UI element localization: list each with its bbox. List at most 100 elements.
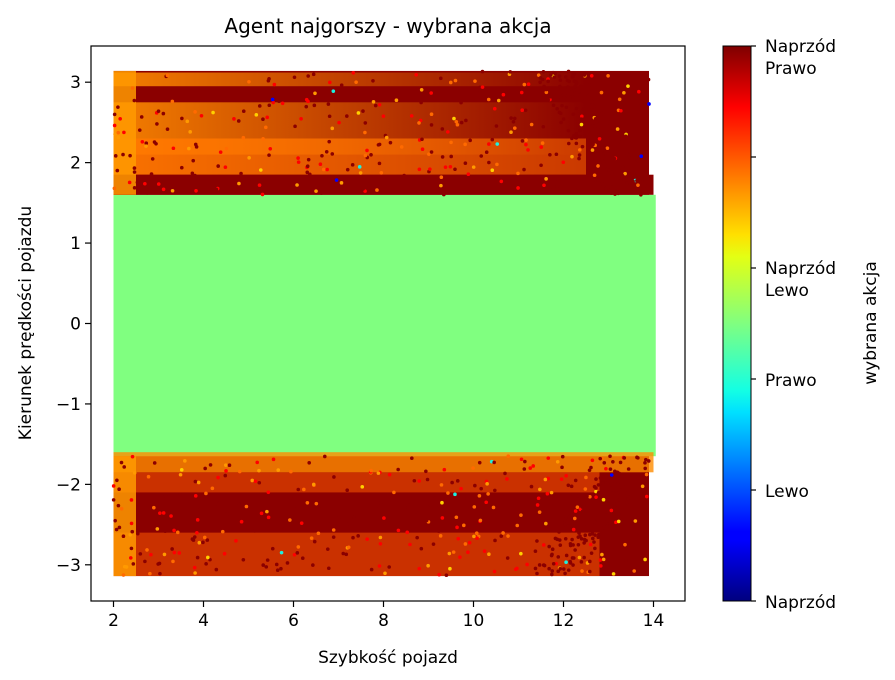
hex-cell — [199, 113, 204, 118]
hex-cell — [128, 556, 133, 560]
hex-cell — [170, 99, 175, 104]
hex-cell — [387, 565, 392, 569]
hex-cell — [477, 91, 482, 95]
hex-cell — [582, 73, 587, 77]
hex-cell — [625, 181, 629, 186]
hex-cell — [193, 479, 198, 484]
hex-cell — [122, 130, 126, 135]
hex-cell — [237, 181, 241, 186]
hex-cell — [586, 168, 590, 173]
hex-cell — [594, 477, 598, 481]
hex-cell — [450, 480, 454, 485]
hex-cell — [644, 494, 649, 499]
hex-cell — [519, 551, 523, 556]
hex-cell — [311, 72, 316, 77]
hex-cell — [429, 112, 434, 117]
y-tick-label: 1 — [70, 234, 81, 254]
hex-cell — [162, 552, 167, 557]
hex-cell — [608, 454, 612, 459]
hex-cell — [594, 495, 598, 499]
hex-cell — [192, 535, 197, 539]
hex-cell — [590, 458, 595, 463]
x-tick-label: 14 — [643, 611, 665, 631]
hex-cell — [591, 108, 595, 113]
hex-cell — [623, 134, 628, 139]
hex-cell — [546, 456, 551, 460]
hex-cell — [376, 503, 381, 508]
hex-cell — [564, 553, 569, 558]
hex-cell — [606, 499, 610, 503]
hex-cell — [131, 562, 136, 566]
hex-cell — [208, 557, 212, 562]
x-tick-label: 4 — [198, 611, 209, 631]
hex-cell — [129, 546, 134, 551]
y-axis-label: Kierunek prędkości pojazdu — [16, 206, 36, 440]
hex-cell — [426, 563, 430, 568]
hex-cell — [346, 522, 351, 527]
hex-cell — [316, 531, 321, 536]
hex-cell — [628, 185, 633, 190]
hex-cell — [265, 115, 270, 120]
hex-cell — [540, 141, 545, 145]
hex-cell — [613, 192, 617, 196]
hex-cell — [587, 122, 592, 126]
hex-cell — [573, 84, 578, 89]
hex-cell — [308, 172, 312, 177]
hex-cell — [431, 542, 436, 546]
hex-cell — [468, 138, 472, 143]
hex-cell — [194, 145, 199, 149]
hex-cell — [597, 122, 601, 127]
hex-cell — [576, 543, 581, 547]
hex-cell — [316, 506, 321, 511]
hex-cell — [437, 188, 441, 193]
hex-cell — [466, 498, 471, 503]
hex-cell — [115, 168, 120, 173]
hex-cell — [196, 480, 201, 485]
hex-cell — [454, 515, 459, 520]
hex-cell — [547, 544, 551, 549]
hex-cell — [643, 557, 647, 562]
hex-cell — [574, 141, 579, 146]
hex-cell — [558, 543, 563, 547]
hex-cell — [495, 142, 500, 146]
hex-cell — [608, 467, 613, 471]
hex-cell — [576, 494, 581, 499]
hex-cell — [179, 468, 184, 472]
hex-cell — [188, 130, 192, 134]
hex-cell — [241, 557, 246, 562]
hex-cell — [132, 170, 137, 174]
hex-cell — [609, 191, 614, 195]
hex-cell — [165, 127, 170, 131]
hex-cell — [193, 173, 197, 178]
hex-cell — [574, 188, 578, 193]
hex-cell — [582, 537, 587, 542]
hex-cell — [597, 133, 601, 138]
hex-cell — [580, 98, 585, 103]
hex-cell — [456, 536, 461, 541]
hex-cell — [544, 87, 548, 92]
hex-cell — [499, 534, 504, 538]
hex-cell — [646, 77, 651, 82]
hex-cell — [250, 478, 255, 483]
hex-cell — [312, 539, 317, 544]
hex-cell — [350, 163, 355, 167]
hex-cell — [369, 152, 373, 157]
hex-cell — [144, 141, 149, 146]
hex-cell — [579, 117, 584, 122]
hex-cell — [306, 157, 311, 162]
hex-cell — [381, 114, 386, 118]
hex-cell — [588, 559, 592, 564]
hex-cell — [222, 551, 227, 556]
hex-cell — [645, 184, 649, 189]
hex-cell — [436, 529, 441, 533]
hex-cell — [172, 550, 177, 555]
hex-cell — [574, 136, 579, 140]
hex-cell — [485, 482, 489, 486]
hex-cell — [556, 178, 560, 182]
hex-cell — [332, 475, 336, 479]
hex-cell — [558, 78, 563, 82]
hex-cell — [560, 465, 564, 470]
hex-cell — [611, 572, 616, 576]
hex-cell — [152, 461, 157, 465]
hex-cell — [541, 543, 546, 547]
